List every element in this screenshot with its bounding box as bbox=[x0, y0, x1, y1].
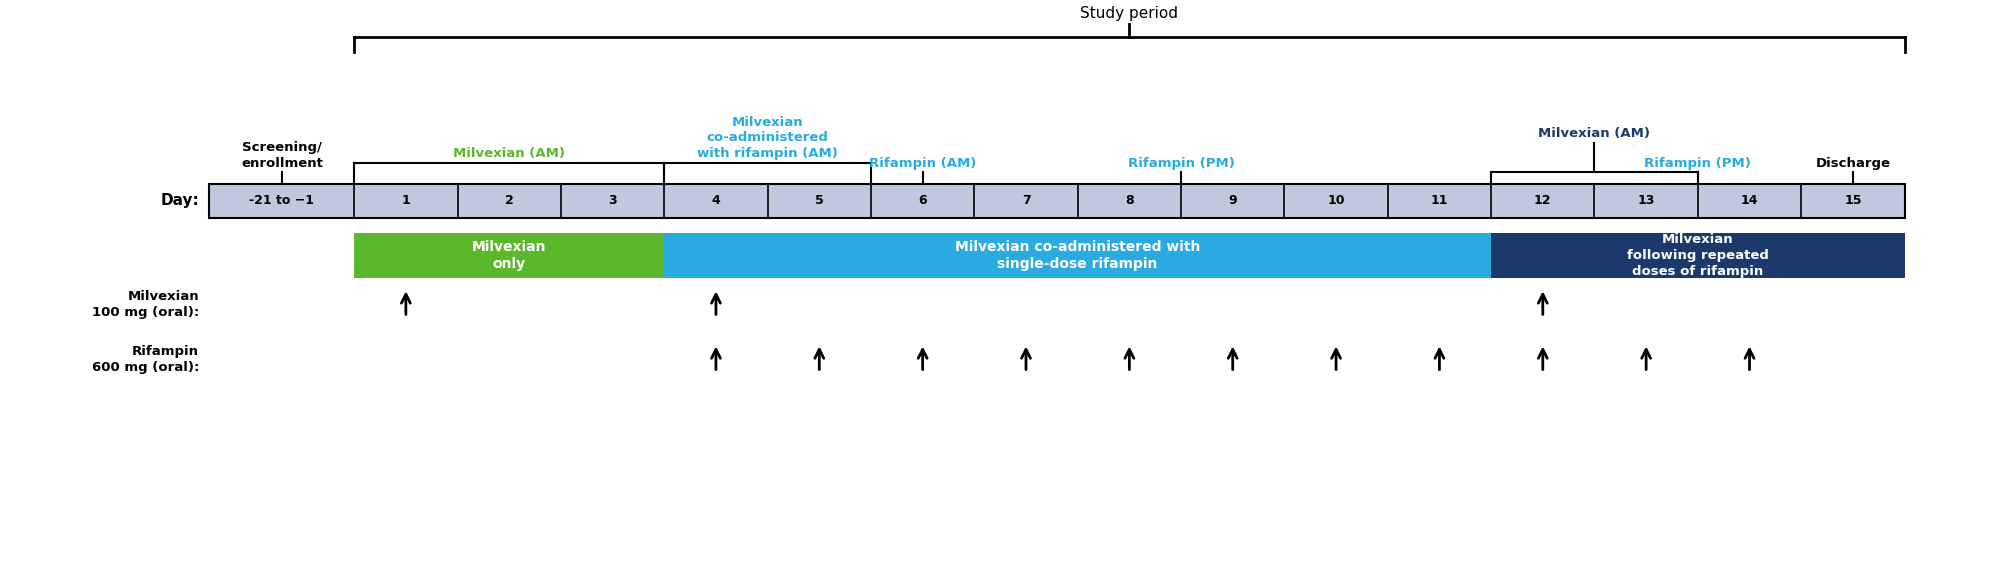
Text: 9: 9 bbox=[1227, 194, 1237, 207]
Text: Milvexian
co-administered
with rifampin (AM): Milvexian co-administered with rifampin … bbox=[696, 116, 837, 160]
Text: 1: 1 bbox=[402, 194, 410, 207]
Text: 8: 8 bbox=[1124, 194, 1134, 207]
Text: Screening/
enrollment: Screening/ enrollment bbox=[241, 140, 322, 170]
Text: 2: 2 bbox=[505, 194, 513, 207]
Text: 11: 11 bbox=[1430, 194, 1448, 207]
Text: 7: 7 bbox=[1020, 194, 1030, 207]
Text: Milvexian
following repeated
doses of rifampin: Milvexian following repeated doses of ri… bbox=[1627, 233, 1768, 278]
Text: Milvexian
100 mg (oral):: Milvexian 100 mg (oral): bbox=[91, 290, 199, 319]
Text: Milvexian
only: Milvexian only bbox=[471, 240, 547, 271]
Bar bbox=[354, 234, 664, 278]
Text: Rifampin (PM): Rifampin (PM) bbox=[1643, 157, 1750, 170]
Text: 10: 10 bbox=[1327, 194, 1345, 207]
Text: Milvexian co-administered with
single-dose rifampin: Milvexian co-administered with single-do… bbox=[955, 240, 1199, 271]
Text: 4: 4 bbox=[712, 194, 720, 207]
Text: 12: 12 bbox=[1534, 194, 1551, 207]
Text: 13: 13 bbox=[1637, 194, 1655, 207]
Text: Day:: Day: bbox=[161, 193, 199, 208]
Text: 14: 14 bbox=[1740, 194, 1758, 207]
Text: Rifampin (PM): Rifampin (PM) bbox=[1128, 157, 1233, 170]
Text: Milvexian (AM): Milvexian (AM) bbox=[453, 147, 565, 160]
Text: Discharge: Discharge bbox=[1814, 157, 1890, 170]
Text: 6: 6 bbox=[917, 194, 927, 207]
Text: Rifampin (AM): Rifampin (AM) bbox=[869, 157, 977, 170]
Bar bbox=[664, 234, 1490, 278]
Bar bbox=[1490, 234, 1903, 278]
Text: 15: 15 bbox=[1844, 194, 1860, 207]
Text: -21 to −1: -21 to −1 bbox=[249, 194, 314, 207]
Bar bbox=[209, 184, 1903, 218]
Text: 3: 3 bbox=[609, 194, 617, 207]
Text: Study period: Study period bbox=[1080, 6, 1177, 21]
Text: 5: 5 bbox=[815, 194, 823, 207]
Text: Milvexian (AM): Milvexian (AM) bbox=[1537, 127, 1649, 140]
Text: Rifampin
600 mg (oral):: Rifampin 600 mg (oral): bbox=[91, 345, 199, 374]
